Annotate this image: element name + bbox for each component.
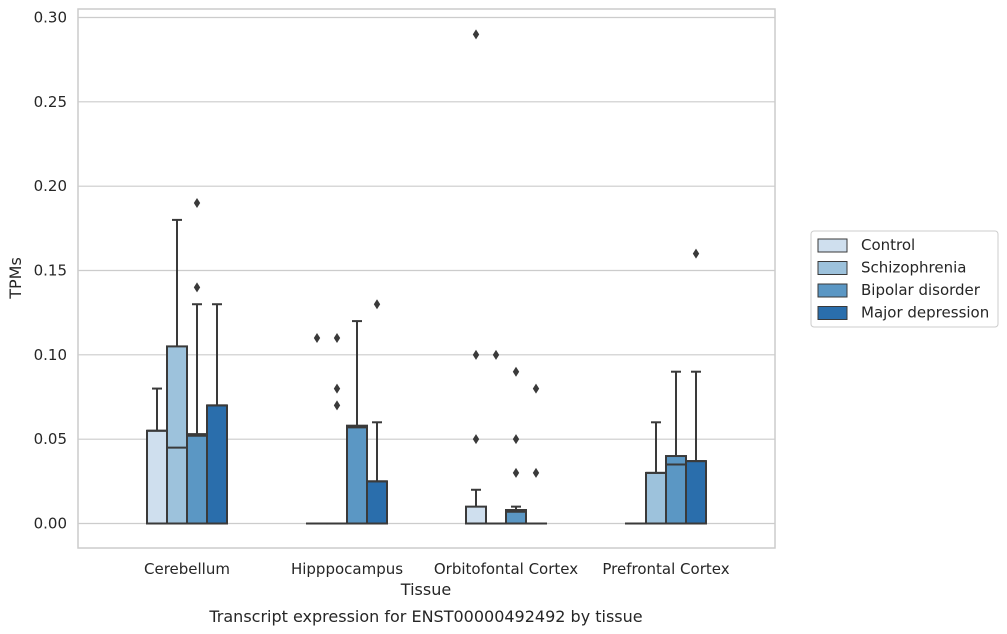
outlier-point [512,434,520,445]
y-tick-label: 0.15 [34,262,67,280]
box [465,29,487,525]
boxes [146,29,707,525]
y-tick-label: 0.00 [34,515,67,533]
box-body [685,460,707,525]
legend-swatch [817,283,848,298]
outlier-point [472,434,480,445]
series-3 [206,248,707,525]
x-tick-label: Orbitofontal Cortex [434,560,578,578]
outlier-point [472,29,480,40]
outlier-point [333,332,341,343]
legend-label: Schizophrenia [861,259,966,277]
box-body [645,471,667,525]
legend-label: Major depression [861,304,989,322]
legend-swatch [817,261,848,275]
outlier-point [373,299,381,310]
box [485,349,507,525]
box-body [146,429,168,525]
box-body [186,433,208,525]
series-2 [186,198,687,525]
box-body [166,345,188,525]
y-tick-label: 0.05 [34,430,67,448]
box [366,299,388,525]
outlier-point [512,467,520,478]
legend: Control Schizophrenia Bipolar disorder Majo… [810,230,999,328]
y-tick-labels: 0.00 0.05 0.10 0.15 0.20 0.25 0.30 [34,9,67,533]
x-tick-labels: Cerebellum Hipppocampus Orbitofontal Corte… [144,560,730,578]
outlier-point [532,383,540,394]
box [326,332,348,525]
outlier-point [512,366,520,377]
outlier-point [193,198,201,209]
outlier-point [492,349,500,360]
box [665,370,687,525]
outlier-point [313,332,321,343]
box-body [366,480,388,525]
box [306,332,328,525]
box-body [206,404,228,525]
box-body [505,509,527,525]
y-tick-label: 0.25 [34,93,67,111]
outlier-point [692,248,700,259]
box [645,421,667,525]
box-body [346,424,368,525]
x-tick-label: Cerebellum [144,560,230,578]
plot-frame [77,8,776,549]
outlier-point [532,467,540,478]
box [346,320,368,525]
legend-label: Control [861,236,915,254]
box [166,218,188,525]
chart-caption: Transcript expression for ENST0000049249… [208,607,642,626]
legend-frame [810,230,999,328]
legend-swatch [817,238,848,253]
outlier-point [333,383,341,394]
outlier-point [333,400,341,411]
series-1 [166,218,667,525]
outlier-point [193,282,201,293]
y-tick-label: 0.20 [34,177,67,195]
box [685,248,707,525]
box [186,198,208,525]
legend-label: Bipolar disorder [861,281,981,299]
legend-swatch [817,306,848,320]
box [146,387,168,525]
box [525,383,547,525]
outlier-point [472,349,480,360]
box [206,303,228,525]
y-tick-label: 0.10 [34,346,67,364]
box-body [465,505,487,525]
y-axis-label: TPMs [6,257,25,300]
x-tick-label: Prefrontal Cortex [602,560,729,578]
box-body [665,455,687,525]
x-tick-label: Hipppocampus [291,560,403,578]
y-tick-label: 0.30 [34,9,67,27]
x-axis-label: Tissue [400,580,451,599]
box [505,366,527,525]
